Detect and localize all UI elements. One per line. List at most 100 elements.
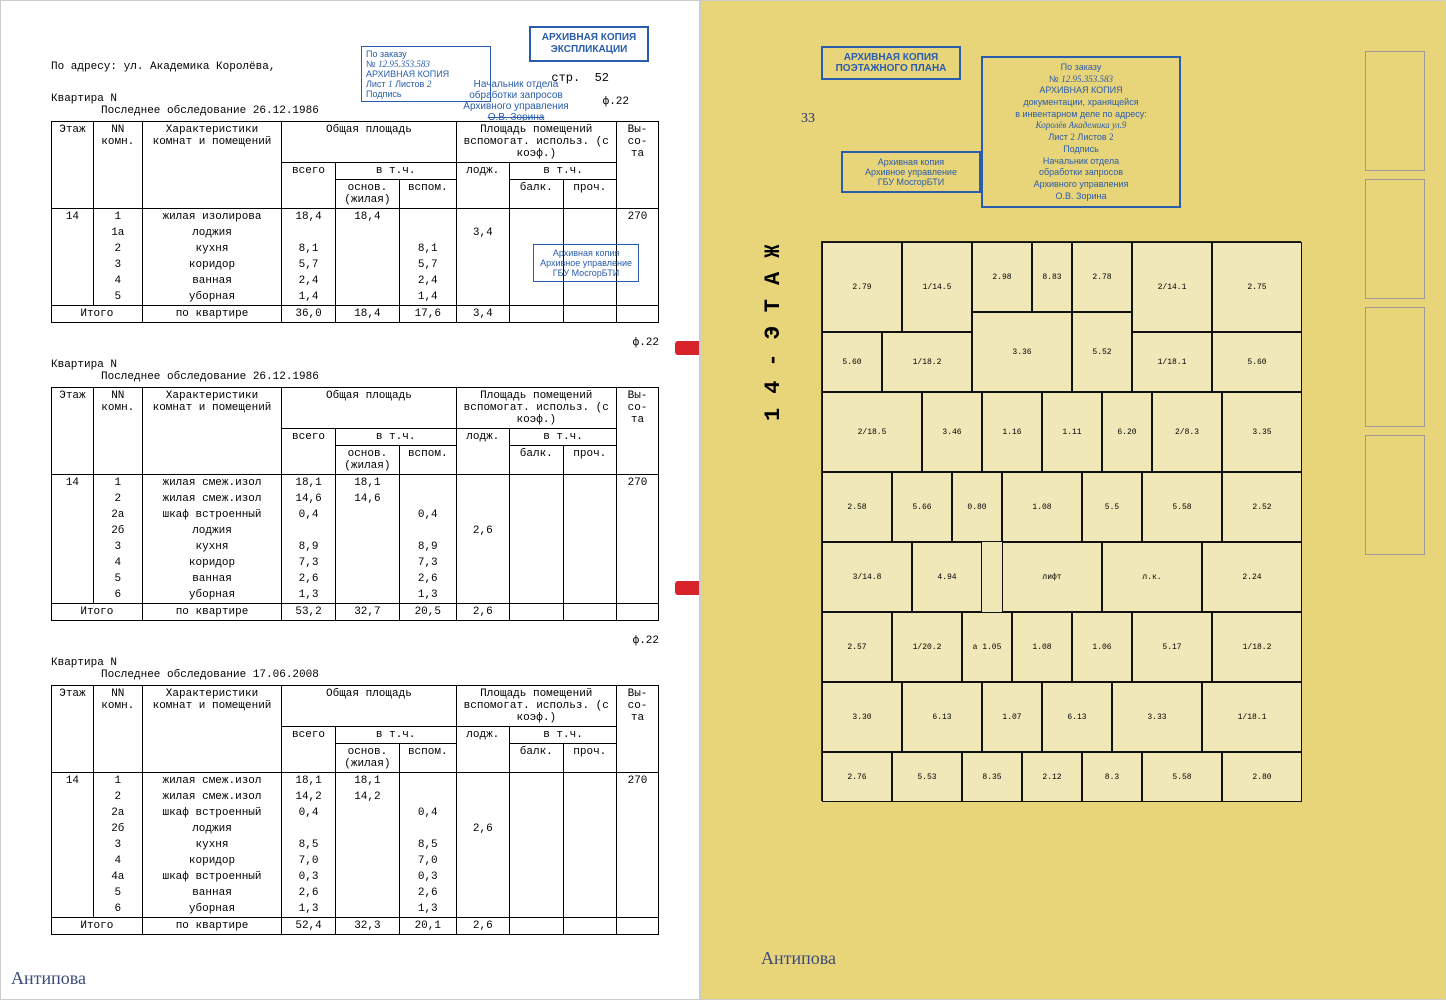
floorplan-room: 8.35 <box>962 752 1022 802</box>
red-clip <box>675 581 700 595</box>
floorplan-room: 3.46 <box>922 392 982 472</box>
floor-label: 14-ЭТАЖ <box>761 231 786 421</box>
kvartira-label: Квартира N <box>51 657 659 669</box>
floorplan-room: 1.16 <box>982 392 1042 472</box>
floorplan-room: 5.53 <box>892 752 962 802</box>
floorplan-room: 5.52 <box>1072 312 1132 392</box>
table-row: 141жилая смеж.изол 18,118,1 270 <box>52 475 659 492</box>
form-code: ф.22 <box>603 96 629 108</box>
table-row: 141жилая смеж.изол 18,118,1 270 <box>52 773 659 790</box>
stamp-archive-copy: АРХИВНАЯ КОПИЯ ЭКСПЛИКАЦИИ <box>529 26 649 62</box>
floorplan-room: 2.98 <box>972 242 1032 312</box>
floorplan-room: 1/18.2 <box>882 332 972 392</box>
stamp-mgbti: Архивная копия Архивное управление ГБУ М… <box>841 151 981 193</box>
apartment-block: ф.22Квартира NПоследнее обследование 26.… <box>51 337 659 621</box>
head-dept: Начальник отдела обработки запросов Архи… <box>451 79 581 123</box>
stamp-line: АРХИВНАЯ КОПИЯ <box>539 32 639 44</box>
page-number: стр. 52 <box>551 71 609 85</box>
last-inspection: Последнее обследование 17.06.2008 <box>101 669 659 681</box>
stamp-plan-archive: АРХИВНАЯ КОПИЯ ПОЭТАЖНОГО ПЛАНА <box>821 46 961 80</box>
floorplan-room: 2.80 <box>1222 752 1302 802</box>
floorplan-room: 2.52 <box>1222 472 1302 542</box>
floorplan-room: 1/20.2 <box>892 612 962 682</box>
table-row: 4коридор 7,37,3 <box>52 555 659 571</box>
form-code: ф.22 <box>51 635 659 647</box>
floorplan-room: 1/18.1 <box>1132 332 1212 392</box>
floorplan-room: 1.07 <box>982 682 1042 752</box>
table-row: 2ашкаф встроенный 0,40,4 <box>52 507 659 523</box>
apartment-block: Квартира NПоследнее обследование 26.12.1… <box>51 93 659 323</box>
side-stamp-box <box>1365 307 1425 427</box>
signature: Антипова <box>11 968 86 989</box>
floorplan-room: 2.79 <box>822 242 902 332</box>
floorplan-room: л.к. <box>1102 542 1202 612</box>
floorplan-room: 1.08 <box>1012 612 1072 682</box>
floorplan-room: 2.78 <box>1072 242 1132 312</box>
stamp-line: № 12.95.353.583 <box>366 59 486 69</box>
floorplan-room: 5.66 <box>892 472 952 542</box>
table-row: 3кухня 8,58,5 <box>52 837 659 853</box>
table-row: 5ванная 2,62,6 <box>52 571 659 587</box>
side-stamp-box <box>1365 179 1425 299</box>
table-row: 4коридор 7,07,0 <box>52 853 659 869</box>
explication-table: Этаж NN комн. Характеристики комнат и по… <box>51 121 659 323</box>
side-stamps <box>1365 51 1425 651</box>
floorplan-room: 3.33 <box>1112 682 1202 752</box>
table-row: 3кухня 8,98,9 <box>52 539 659 555</box>
floorplan-room: 5.58 <box>1142 752 1222 802</box>
floorplan-room: 1.08 <box>1002 472 1082 542</box>
floorplan-room: a 1.05 <box>962 612 1012 682</box>
floorplan-room: 6.13 <box>902 682 982 752</box>
floorplan-room: 1/18.2 <box>1212 612 1302 682</box>
floorplan-room: 6.13 <box>1042 682 1112 752</box>
stamp-line: По заказу <box>366 49 486 59</box>
itogo-row: Итогопо квартире 52,432,320,1 2,6 <box>52 918 659 935</box>
floorplan-room: 1.06 <box>1072 612 1132 682</box>
stamp-order-right: По заказу № 12.95.353.583 АРХИВНАЯ КОПИЯ… <box>981 56 1181 208</box>
stamp-mgbti-small: Архивная копия Архивное управление ГБУ М… <box>533 244 639 282</box>
table-row: 6уборная 1,31,3 <box>52 901 659 918</box>
floorplan-room: 2.24 <box>1202 542 1302 612</box>
floorplan-room: 0.80 <box>952 472 1002 542</box>
last-inspection: Последнее обследование 26.12.1986 <box>101 371 659 383</box>
table-row: 2жилая смеж.изол 14,214,2 <box>52 789 659 805</box>
form-code: ф.22 <box>51 337 659 349</box>
floorplan-page: АРХИВНАЯ КОПИЯ ПОЭТАЖНОГО ПЛАНА Архивная… <box>700 0 1446 1000</box>
floorplan-room: лифт <box>1002 542 1102 612</box>
table-row: 1алоджия 3,4 <box>52 225 659 241</box>
floorplan-room: 2.58 <box>822 472 892 542</box>
table-row: 5уборная 1,41,4 <box>52 289 659 306</box>
floorplan-room: 3/14.8 <box>822 542 912 612</box>
explication-table: Этаж NN комн. Характеристики комнат и по… <box>51 387 659 621</box>
floorplan-room: 3.35 <box>1222 392 1302 472</box>
floorplan-room: 2/14.1 <box>1132 242 1212 332</box>
floorplan-room: 2.57 <box>822 612 892 682</box>
floorplan-room: 6.20 <box>1102 392 1152 472</box>
floorplan-room: 2.76 <box>822 752 892 802</box>
table-row: 4ашкаф встроенный 0,30,3 <box>52 869 659 885</box>
floorplan-room: 3.30 <box>822 682 902 752</box>
table-row: 2блоджия 2,6 <box>52 821 659 837</box>
red-clip <box>675 341 700 355</box>
table-row: 5ванная 2,62,6 <box>52 885 659 901</box>
table-row: 141жилая изолирова 18,418,4 270 <box>52 209 659 226</box>
table-row: 2блоджия 2,6 <box>52 523 659 539</box>
itogo-row: Итогопо квартире 36,018,417,6 3,4 <box>52 306 659 323</box>
floorplan-room: 5.17 <box>1132 612 1212 682</box>
floorplan-room: 4.94 <box>912 542 982 612</box>
floorplan-room: 5.5 <box>1082 472 1142 542</box>
stamp-line: АРХИВНАЯ КОПИЯ <box>366 69 486 79</box>
floorplan-room: 3.36 <box>972 312 1072 392</box>
floorplan-room: 2.12 <box>1022 752 1082 802</box>
hand-note-33: 33 <box>801 111 815 127</box>
floorplan-room: 2/8.3 <box>1152 392 1222 472</box>
floorplan-room: 5.60 <box>1212 332 1302 392</box>
table-row: 2ашкаф встроенный 0,40,4 <box>52 805 659 821</box>
floorplan-room: 8.3 <box>1082 752 1142 802</box>
floorplan-room: 8.83 <box>1032 242 1072 312</box>
stamp-line: ЭКСПЛИКАЦИИ <box>539 44 639 56</box>
floorplan-room: 1/18.1 <box>1202 682 1302 752</box>
side-stamp-box <box>1365 435 1425 555</box>
floorplan-room: 5.58 <box>1142 472 1222 542</box>
apartment-block: ф.22 Квартира NПоследнее обследование 17.… <box>51 635 659 935</box>
